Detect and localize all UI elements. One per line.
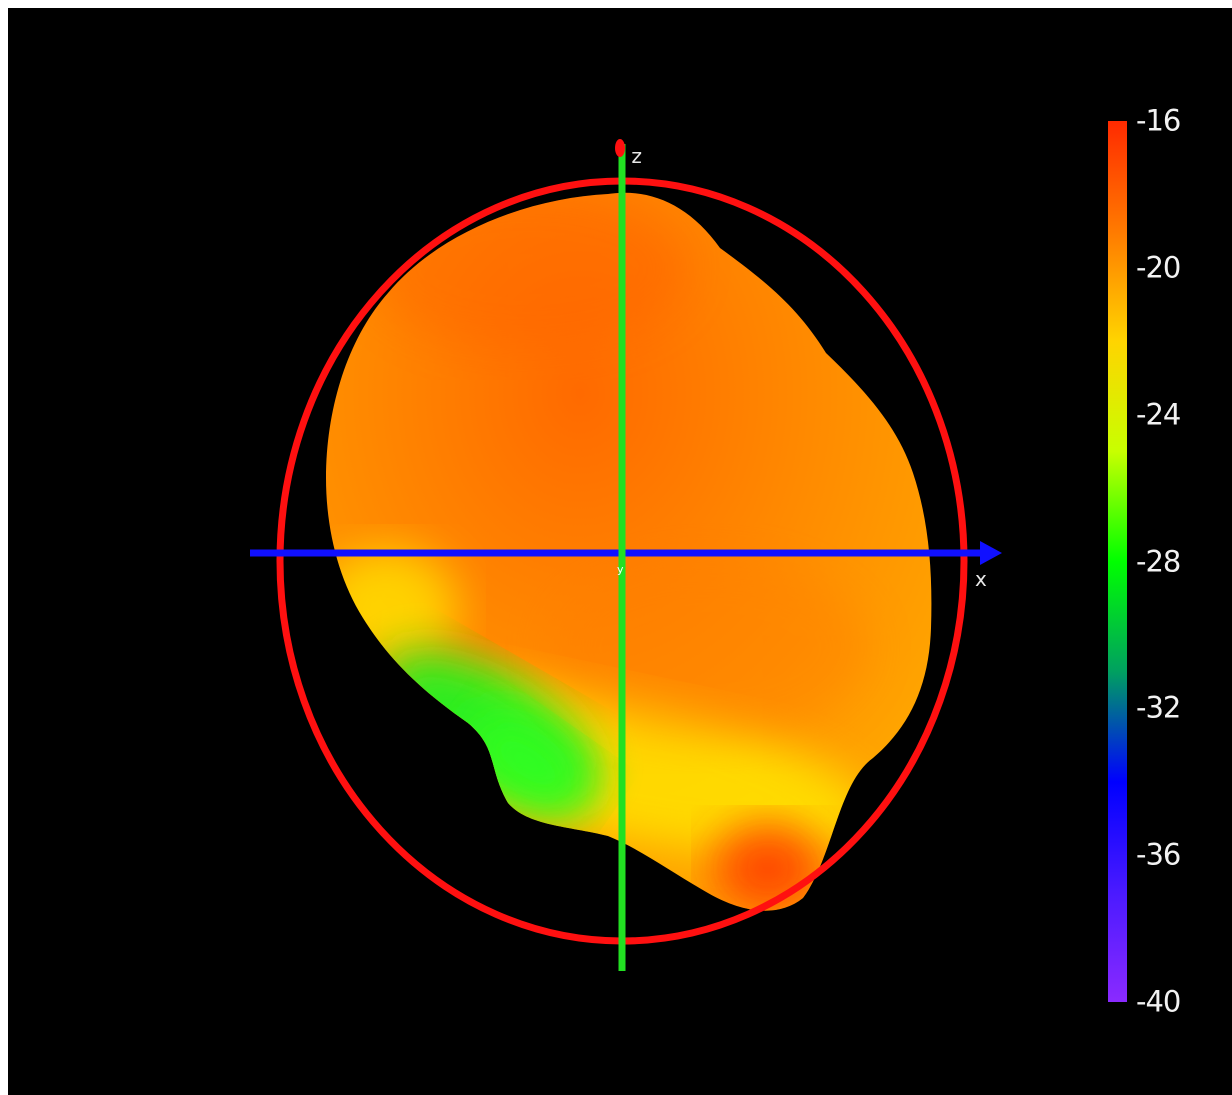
x-axis-arrowhead [980, 541, 1002, 565]
colorbar-tick-label: -40 [1136, 984, 1181, 1019]
z-axis-tip [615, 139, 625, 157]
z-axis-label: z [632, 147, 643, 171]
pattern-plot-canvas[interactable]: x z y [8, 8, 1232, 1095]
colorbar-tick-label: -28 [1136, 544, 1181, 578]
colorbar-tick-label: -32 [1136, 690, 1181, 725]
colorbar-tick-label: -36 [1136, 837, 1181, 872]
z-axis [615, 139, 626, 971]
colorbar-tick-label: -24 [1136, 397, 1181, 432]
colorbar-scale [1108, 121, 1127, 1002]
colorbar-tick-label: -20 [1136, 250, 1181, 285]
3d-viewport[interactable]: x z y -16 -20 -24 -28 -32 -36 -40 [8, 8, 1232, 1095]
x-axis [250, 541, 1002, 565]
x-axis-label: x [975, 567, 987, 591]
colorbar-tick-label: -16 [1136, 103, 1181, 138]
origin-marker-icon: y [617, 563, 624, 576]
